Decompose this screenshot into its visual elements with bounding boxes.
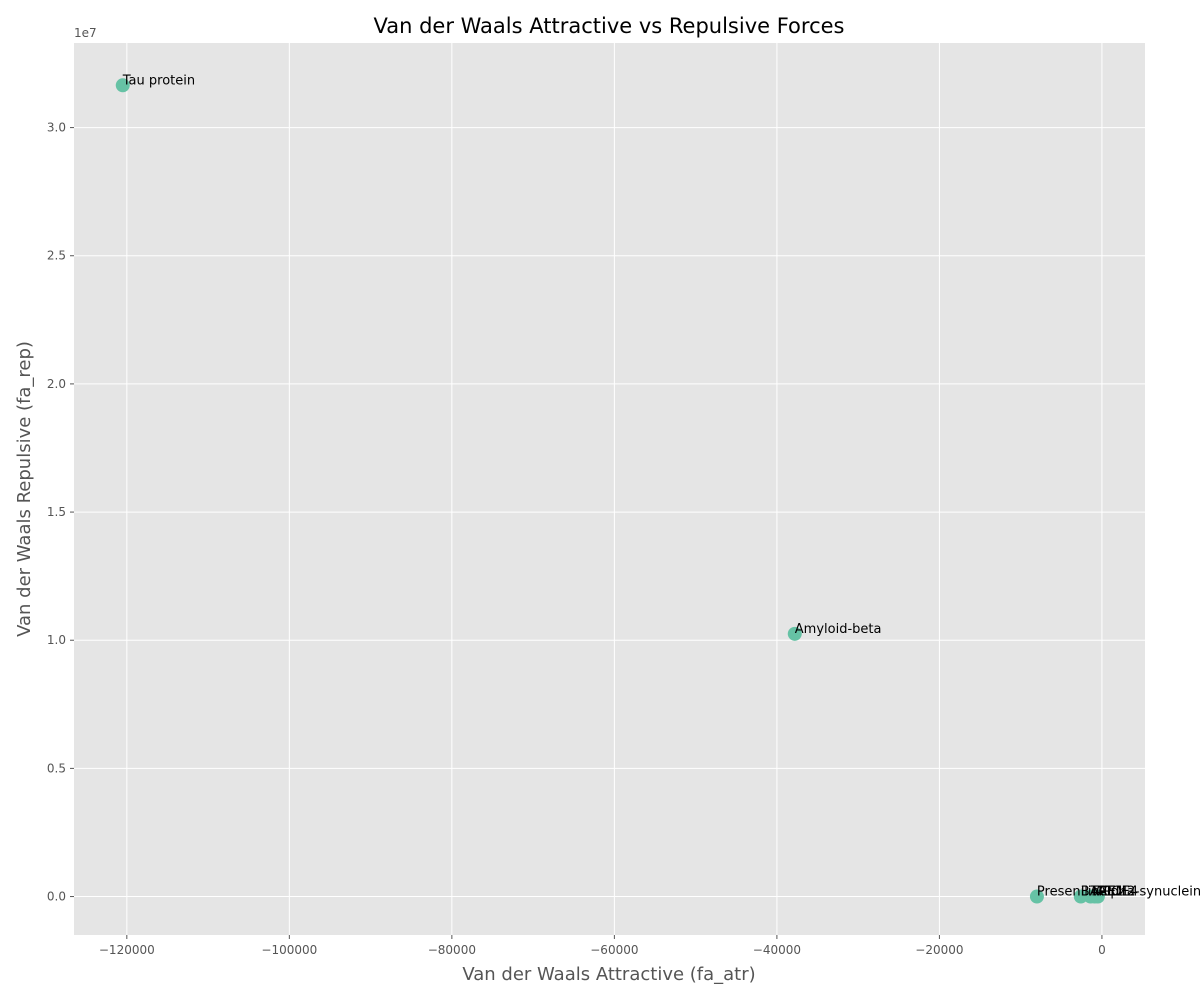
y-axis-offset-label: 1e7 bbox=[74, 26, 97, 40]
y-tick-label: 0.5 bbox=[47, 761, 66, 775]
y-tick-label: 2.5 bbox=[47, 249, 66, 263]
data-point-label: Alpha-synuclein bbox=[1098, 885, 1200, 900]
y-tick-label: 0.0 bbox=[47, 890, 66, 904]
data-point bbox=[1090, 889, 1105, 904]
y-tick-label: 3.0 bbox=[47, 121, 66, 135]
y-tick-label: 1.5 bbox=[47, 505, 66, 519]
grid-lines bbox=[74, 43, 1145, 935]
x-axis-label: Van der Waals Attractive (fa_atr) bbox=[462, 964, 755, 985]
data-points: Tau protein Amyloid-beta Presenilin-1BACE1… bbox=[115, 73, 1200, 904]
y-tick-label: 1.0 bbox=[47, 633, 66, 647]
y-axis-label: Van der Waals Repulsive (fa_rep) bbox=[14, 341, 35, 637]
data-point-label: Amyloid-beta bbox=[795, 622, 882, 637]
x-tick-label: −100000 bbox=[261, 943, 317, 957]
x-tick-label: −60000 bbox=[590, 943, 638, 957]
x-axis-ticks: −120000 −100000 −80000 −60000 −40000 −20000 0 bbox=[99, 935, 1106, 957]
x-tick-label: −20000 bbox=[915, 943, 963, 957]
x-tick-label: −120000 bbox=[99, 943, 155, 957]
data-point bbox=[1073, 889, 1088, 904]
data-point bbox=[787, 626, 802, 641]
data-point bbox=[1029, 889, 1044, 904]
data-point-label: Tau protein bbox=[122, 73, 195, 88]
data-point-label: BACE1 bbox=[1081, 885, 1124, 900]
data-point-label: TREM2 bbox=[1090, 885, 1136, 900]
plot-background bbox=[74, 43, 1145, 935]
data-point-label: Presenilin-1 bbox=[1037, 885, 1113, 900]
chart-title: Van der Waals Attractive vs Repulsive Fo… bbox=[373, 14, 844, 38]
x-tick-label: 0 bbox=[1098, 943, 1106, 957]
data-point bbox=[115, 78, 130, 93]
x-tick-label: −80000 bbox=[428, 943, 476, 957]
y-axis-ticks: 0.0 0.5 1.0 1.5 2.0 2.5 3.0 bbox=[47, 121, 74, 904]
x-tick-label: −40000 bbox=[753, 943, 801, 957]
y-tick-label: 2.0 bbox=[47, 377, 66, 391]
data-point-label: APOE4 bbox=[1095, 885, 1138, 900]
